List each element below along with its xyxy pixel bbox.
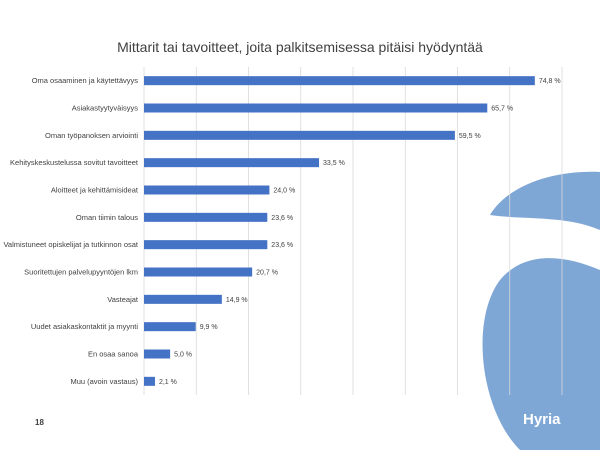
value-label: 9,9 % [200,324,218,331]
category-label: Oma osaaminen ja käytettävyys [32,76,139,85]
bars [144,76,535,386]
bar [144,240,268,250]
value-label: 59,5 % [459,133,481,140]
category-label: Aloitteet ja kehittämisideat [51,186,139,195]
value-label: 23,6 % [271,242,293,249]
brand-name: Hyria [523,411,561,428]
category-labels: Oma osaaminen ja käytettävyys Asiakastyyt… [3,76,138,386]
value-label: 23,6 % [271,215,293,222]
bar [144,130,455,140]
slide-title: Mittarit tai tavoitteet, joita palkitsem… [117,39,483,55]
grid-lines [143,67,563,395]
bar [144,294,222,304]
category-label: Asiakastyytyväisyys [72,104,139,113]
bar [144,267,253,277]
bar [144,76,535,86]
value-label: 65,7 % [491,106,513,113]
value-label: 74,8 % [539,78,561,85]
category-label: Uudet asiakaskontaktit ja myynti [31,322,138,331]
value-label: 2,1 % [159,379,177,386]
category-label: Kehityskeskustelussa sovitut tavoitteet [10,158,139,167]
category-label: Suoritettujen palvelupyyntöjen lkm [24,268,138,277]
bar [144,103,488,113]
category-label: Muu (avoin vastaus) [70,377,138,386]
value-label: 33,5 % [323,160,345,167]
bar [144,212,268,222]
category-label: Vasteajat [107,295,139,304]
page-number: 18 [35,418,44,427]
bar [144,376,155,386]
bar [144,185,270,195]
value-labels: 74,8 % 65,7 % 59,5 % 33,5 % 24,0 % 23,6 % 23,6… [159,78,561,386]
category-label: Oman tiimin talous [76,213,138,222]
value-label: 5,0 % [174,352,192,359]
category-label: En osaa sanoa [88,350,139,359]
value-label: 20,7 % [256,270,278,277]
value-label: 14,9 % [226,297,248,304]
value-label: 24,0 % [273,188,295,195]
bar [144,322,196,332]
category-label: Valmistuneet opiskelijat ja tutkinnon os… [3,240,138,249]
bar [144,349,171,359]
category-label: Oman työpanoksen arviointi [45,131,138,140]
bar [144,158,320,168]
